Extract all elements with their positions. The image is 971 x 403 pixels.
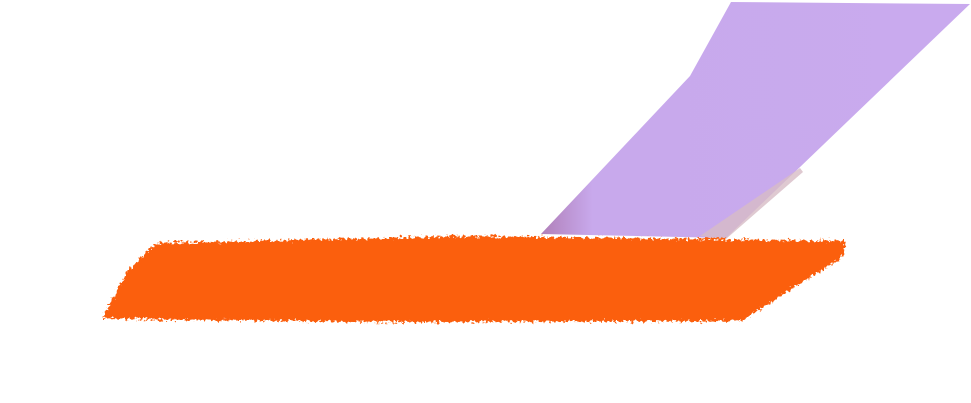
lilac-strip-edge	[700, 168, 803, 239]
orange-brush-stroke	[102, 236, 846, 322]
lilac-paper-strip	[541, 2, 970, 238]
